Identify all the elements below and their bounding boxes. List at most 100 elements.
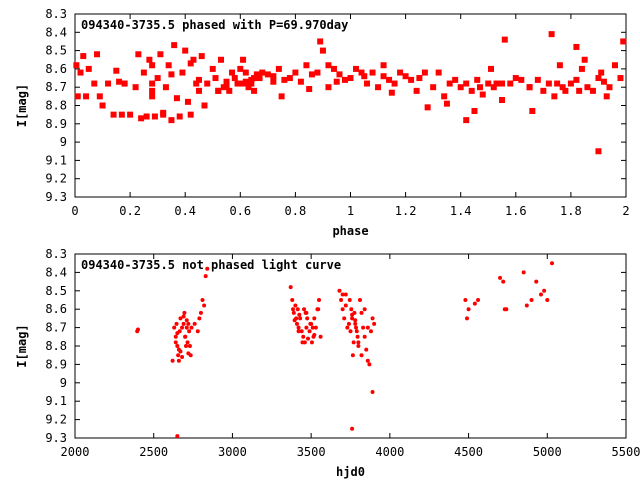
y-tick-label: 8.7	[45, 321, 67, 335]
data-point	[251, 75, 258, 82]
data-point	[218, 56, 225, 63]
data-point	[313, 325, 318, 330]
data-point	[181, 321, 186, 326]
data-point	[559, 84, 566, 91]
data-point	[175, 344, 180, 348]
data-point	[201, 102, 208, 109]
data-point	[215, 87, 222, 94]
data-point	[463, 117, 470, 124]
data-point	[350, 353, 355, 358]
data-point	[369, 69, 376, 76]
data-point	[521, 270, 526, 275]
data-point	[600, 78, 607, 85]
data-point	[294, 321, 299, 326]
data-point	[529, 298, 534, 302]
data-point	[372, 321, 377, 326]
data-point	[341, 76, 348, 83]
x-tick-label: 2	[622, 204, 629, 218]
data-point	[293, 303, 298, 308]
data-point	[336, 71, 343, 78]
x-tick-label: 1.4	[450, 204, 472, 218]
data-point	[325, 62, 332, 69]
data-point	[278, 93, 285, 100]
y-tick-label: 8.9	[45, 357, 67, 371]
data-point	[380, 73, 387, 80]
data-point	[157, 51, 164, 58]
data-point	[94, 51, 101, 58]
data-point	[356, 340, 361, 345]
data-point	[534, 76, 541, 83]
data-point	[195, 329, 200, 334]
data-point	[361, 73, 368, 80]
data-point	[178, 349, 183, 354]
data-point	[346, 321, 351, 326]
data-point	[443, 100, 450, 107]
data-point	[296, 329, 301, 334]
x-tick-label: 1.6	[505, 204, 527, 218]
data-point	[229, 69, 236, 76]
data-point	[499, 97, 506, 104]
data-point	[173, 95, 180, 102]
data-point	[340, 292, 345, 297]
data-point	[317, 298, 322, 302]
data-point	[205, 266, 210, 271]
data-point	[468, 87, 475, 94]
data-point	[312, 316, 317, 321]
data-point	[466, 307, 471, 312]
data-point	[498, 275, 503, 280]
data-point	[538, 292, 543, 297]
data-point	[476, 298, 481, 302]
data-point	[476, 84, 483, 91]
data-point	[281, 76, 288, 83]
data-point	[304, 325, 309, 330]
data-point	[73, 62, 80, 69]
data-point	[318, 334, 323, 339]
data-point	[149, 80, 156, 87]
data-point	[290, 298, 295, 302]
data-point	[479, 91, 486, 98]
data-point	[237, 65, 244, 72]
data-point	[359, 310, 364, 315]
data-point	[351, 340, 356, 345]
data-point	[556, 62, 563, 69]
data-point	[345, 325, 350, 330]
data-point	[355, 334, 360, 339]
x-tick-label: 5000	[533, 445, 562, 459]
data-points	[73, 31, 627, 155]
data-point	[184, 318, 189, 323]
phased-panel: 0 0.2 0.4 0.6 0.8 1 1.2 1.4 1.6 1.8 2 8.3 8.4 8.5 8.6 8…	[15, 7, 630, 238]
data-point	[512, 75, 519, 82]
x-tick-label: 0	[71, 204, 78, 218]
data-point	[173, 334, 178, 339]
data-point	[175, 331, 180, 336]
data-point	[421, 69, 428, 76]
y-axis-title: I[mag]	[15, 84, 29, 127]
data-point	[562, 87, 569, 94]
data-point	[308, 321, 313, 326]
data-point	[353, 321, 358, 326]
data-point	[471, 107, 478, 114]
data-point	[85, 65, 92, 72]
data-point	[499, 80, 506, 87]
data-point	[472, 301, 477, 306]
data-point	[312, 332, 317, 337]
data-point	[548, 31, 555, 38]
data-point	[197, 316, 202, 321]
data-point	[292, 69, 299, 76]
y-tick-label: 8.3	[45, 7, 67, 21]
data-point	[526, 84, 533, 91]
data-point	[504, 307, 509, 312]
data-point	[171, 42, 178, 49]
x-tick-label: 0.8	[285, 204, 307, 218]
data-point	[493, 80, 500, 87]
data-point	[595, 148, 602, 155]
data-point	[226, 87, 233, 94]
data-point	[595, 75, 602, 82]
data-point	[83, 93, 90, 100]
data-point	[343, 303, 348, 308]
data-point	[316, 307, 321, 312]
data-point	[490, 84, 497, 91]
data-point	[299, 329, 304, 334]
data-point	[424, 104, 431, 111]
data-point	[303, 62, 310, 69]
